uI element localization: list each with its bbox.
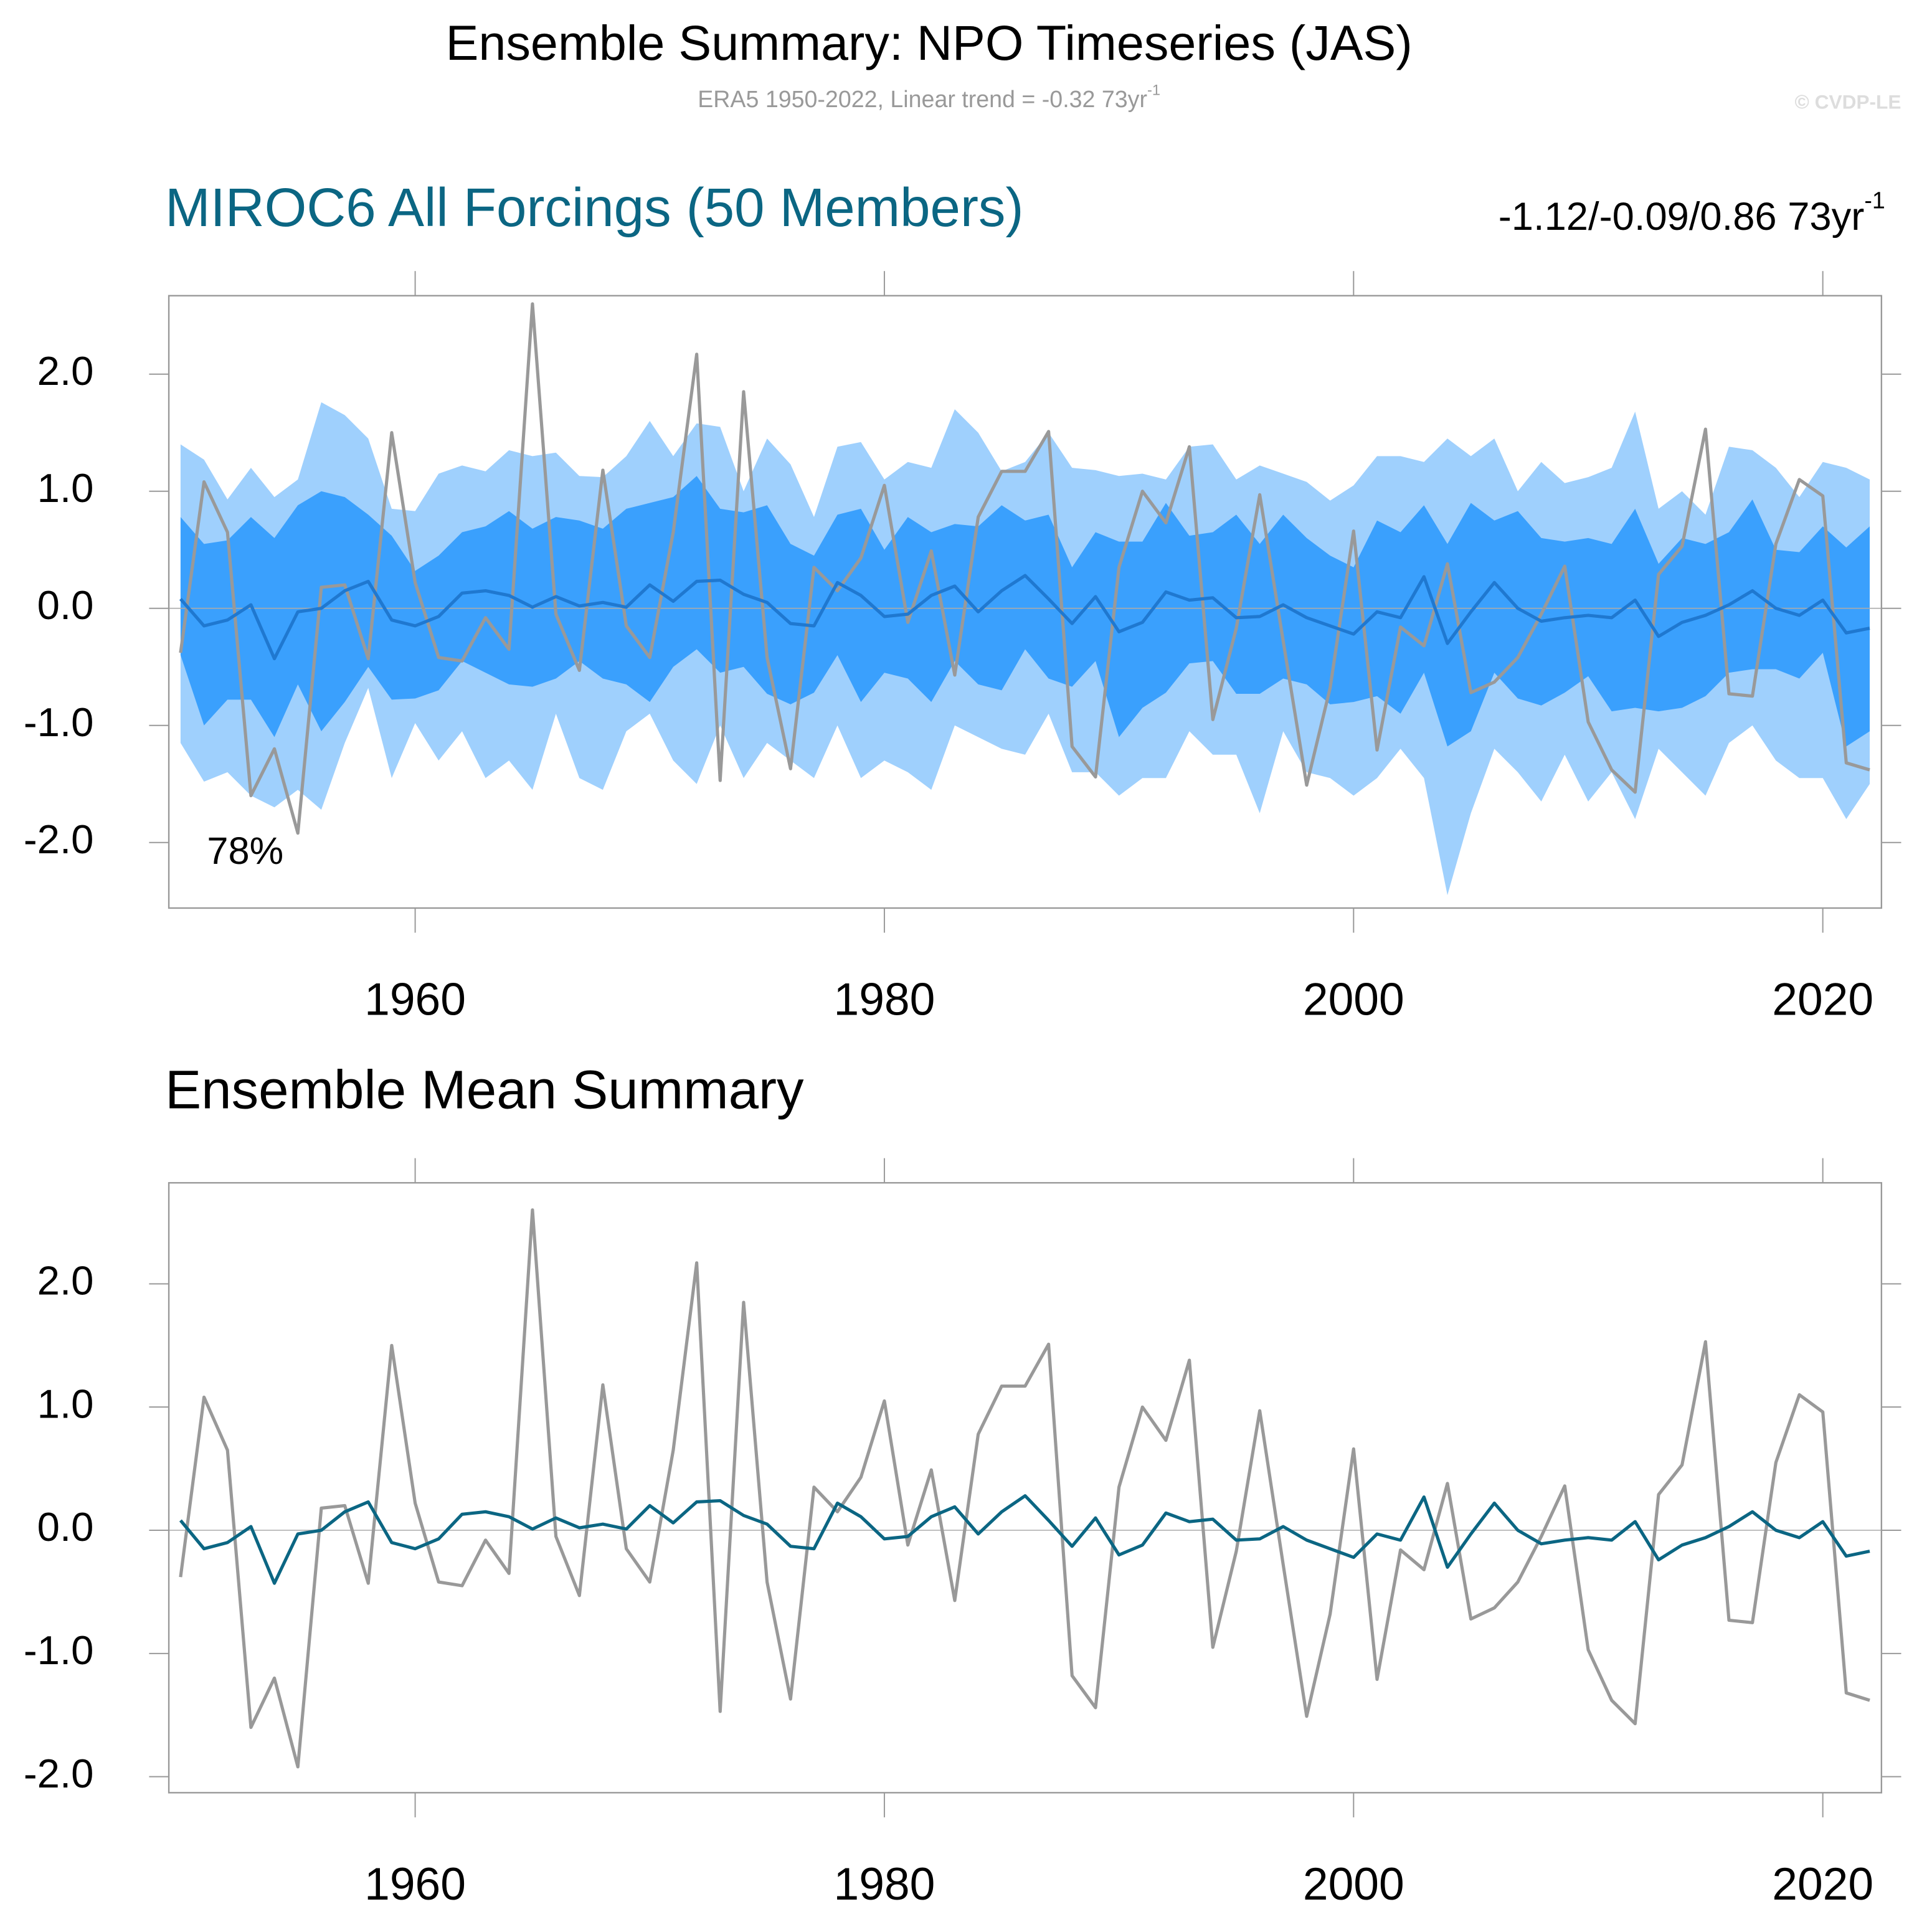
subtitle-text: ERA5 1950-2022, Linear trend = -0.32 73y…	[698, 86, 1147, 112]
series-line	[179, 1208, 1870, 1769]
x-tick-label: 1960	[364, 1858, 466, 1910]
spread-band	[180, 476, 1870, 747]
x-tick-label: 2000	[1303, 974, 1404, 1025]
x-tick-label: 2020	[1772, 1858, 1873, 1910]
trend-label: -1.12/-0.09/0.86 73yr-1	[1499, 187, 1885, 238]
y-tick-label: 2.0	[37, 1258, 94, 1304]
y-tick-label: -1.0	[24, 1627, 93, 1673]
x-tick-label: 1980	[834, 1858, 935, 1910]
series-line	[179, 574, 1870, 661]
series-line	[179, 302, 1870, 835]
chart-title: MIROC6 All Forcings (50 Members)	[165, 178, 1023, 238]
subtitle-sup: -1	[1147, 83, 1160, 99]
x-tick-label: 2020	[1772, 974, 1873, 1025]
y-tick-label: -2.0	[24, 817, 93, 862]
plot-frame	[168, 295, 1883, 909]
copyright: © CVDP-LE	[1795, 91, 1901, 113]
annotation: 78%	[207, 829, 283, 872]
chart-title: Ensemble Mean Summary	[165, 1060, 804, 1120]
x-tick-label: 1960	[364, 974, 466, 1025]
x-tick-label: 2000	[1303, 1858, 1404, 1910]
page-title: Ensemble Summary: NPO Timeseries (JAS)	[446, 15, 1413, 70]
y-tick-label: 0.0	[37, 582, 94, 628]
y-tick-label: -2.0	[24, 1751, 93, 1796]
y-tick-label: 0.0	[37, 1504, 94, 1550]
plot-frame	[168, 1181, 1883, 1794]
y-tick-label: 2.0	[37, 348, 94, 394]
page-subtitle: ERA5 1950-2022, Linear trend = -0.32 73y…	[698, 83, 1160, 112]
series-line	[179, 1494, 1870, 1585]
y-tick-label: -1.0	[24, 699, 93, 745]
trend-sup: -1	[1864, 187, 1885, 213]
x-tick-label: 1980	[834, 974, 935, 1025]
trend-text: -1.12/-0.09/0.86 73yr	[1499, 195, 1865, 239]
y-tick-label: 1.0	[37, 1381, 94, 1426]
y-tick-label: 1.0	[37, 465, 94, 511]
